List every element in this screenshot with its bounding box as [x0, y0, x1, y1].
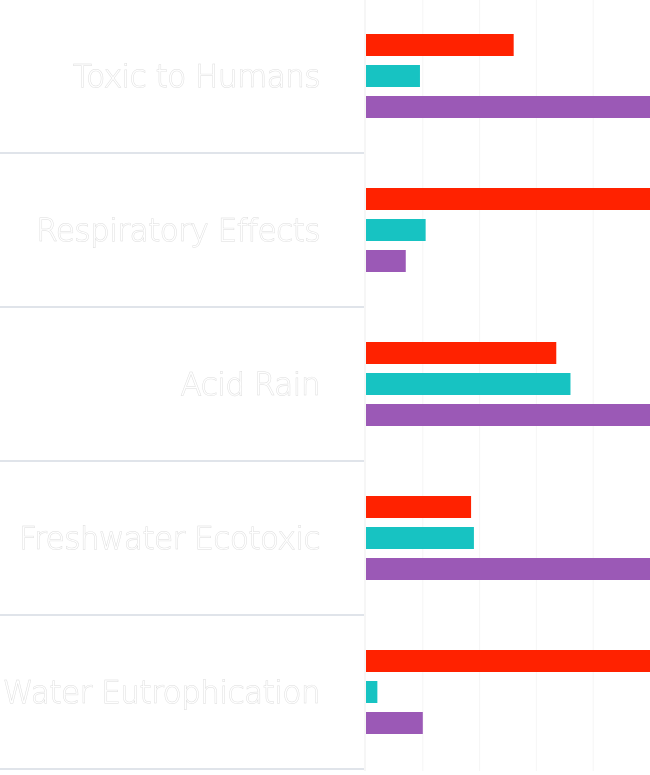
bar-series-3-cat-4 — [366, 558, 650, 580]
bar-series-3-cat-1 — [366, 96, 650, 118]
bar-series-2-cat-1 — [366, 65, 420, 87]
bar-series-3-cat-3 — [366, 404, 650, 426]
bar-series-3-cat-5 — [366, 712, 423, 734]
bar-series-1-cat-2 — [366, 188, 650, 210]
bar-series-2-cat-3 — [366, 373, 571, 395]
category-bands — [0, 152, 364, 770]
category-label: Freshwater Ecotoxic — [19, 521, 320, 557]
bar-series-1-cat-3 — [366, 342, 557, 364]
bar-series-3-cat-2 — [366, 250, 406, 272]
bars — [366, 34, 650, 734]
bar-series-2-cat-4 — [366, 527, 474, 549]
bar-series-1-cat-1 — [366, 34, 514, 56]
category-label: Water Eutrophication — [3, 675, 320, 711]
category-label: Respiratory Effects — [36, 213, 320, 249]
bar-series-2-cat-2 — [366, 219, 426, 241]
bar-series-1-cat-5 — [366, 650, 650, 672]
category-labels: Toxic to Humans Respiratory Effects Acid R… — [2, 59, 321, 712]
category-label: Acid Rain — [181, 367, 320, 403]
category-label: Toxic to Humans — [73, 59, 320, 95]
bar-series-1-cat-4 — [366, 496, 472, 518]
bar-series-2-cat-5 — [366, 681, 378, 703]
